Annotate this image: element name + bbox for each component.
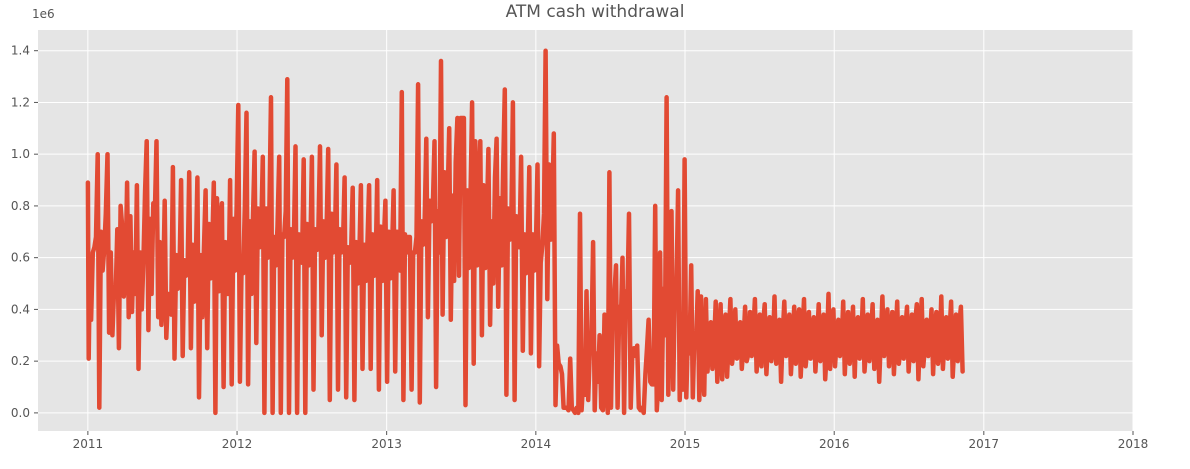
x-tick-label: 2011 — [73, 437, 104, 451]
series-line — [85, 48, 965, 416]
x-tick-label: 2017 — [969, 437, 1000, 451]
y-scale-label: 1e6 — [32, 7, 55, 21]
x-tick-label: 2013 — [371, 437, 402, 451]
x-tick-label: 2014 — [521, 437, 552, 451]
x-tick-label: 2012 — [222, 437, 253, 451]
y-tick-label: 0.6 — [11, 251, 30, 265]
y-tick-label: 1.4 — [11, 44, 30, 58]
y-tick-label: 1.0 — [11, 147, 30, 161]
x-tick-label: 2015 — [670, 437, 701, 451]
y-tick-label: 1.2 — [11, 95, 30, 109]
y-tick-label: 0.8 — [11, 199, 30, 213]
chart-title: ATM cash withdrawal — [505, 2, 685, 22]
y-tick-label: 0.2 — [11, 354, 30, 368]
y-tick-label: 0.0 — [11, 406, 30, 420]
x-tick-label: 2018 — [1118, 437, 1149, 451]
x-tick-label: 2016 — [819, 437, 850, 451]
y-tick-label: 0.4 — [11, 302, 30, 316]
